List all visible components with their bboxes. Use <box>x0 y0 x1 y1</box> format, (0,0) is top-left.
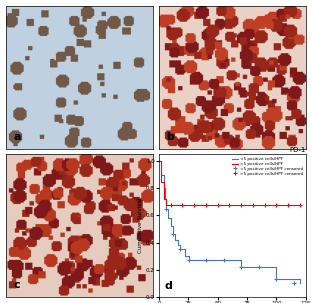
Y-axis label: Cumulative Survival: Cumulative Survival <box>138 198 143 253</box>
Text: b: b <box>166 132 174 142</box>
Text: d: d <box>165 281 173 291</box>
Text: c: c <box>14 280 20 290</box>
Legend: <5 positive cells/HPF, >5 positive cells/HPF, <5 positive cells/HPF censored, >5: <5 positive cells/HPF, >5 positive cells… <box>232 156 304 177</box>
Text: a: a <box>14 132 21 142</box>
Text: PD-1: PD-1 <box>290 147 306 153</box>
